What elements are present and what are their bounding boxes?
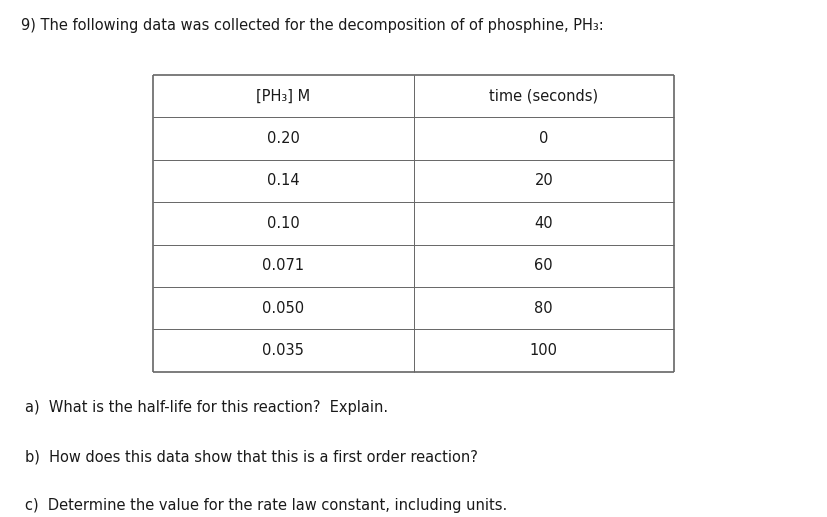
Text: b)  How does this data show that this is a first order reaction?: b) How does this data show that this is … xyxy=(25,449,478,464)
Text: time (seconds): time (seconds) xyxy=(490,88,598,104)
Text: 0.050: 0.050 xyxy=(262,300,304,316)
Text: 20: 20 xyxy=(534,173,553,189)
Text: 60: 60 xyxy=(534,258,553,273)
Text: 0.071: 0.071 xyxy=(262,258,304,273)
Text: 0.10: 0.10 xyxy=(267,216,299,231)
Text: c)  Determine the value for the rate law constant, including units.: c) Determine the value for the rate law … xyxy=(25,498,507,513)
Text: 0.035: 0.035 xyxy=(262,343,304,358)
Text: a)  What is the half-life for this reaction?  Explain.: a) What is the half-life for this reacti… xyxy=(25,400,388,415)
Text: 100: 100 xyxy=(530,343,557,358)
Text: 80: 80 xyxy=(534,300,553,316)
Text: [PH₃] M: [PH₃] M xyxy=(256,88,310,104)
Text: 9) The following data was collected for the decomposition of of phosphine, PH₃:: 9) The following data was collected for … xyxy=(21,18,604,33)
Text: 40: 40 xyxy=(534,216,553,231)
Text: 0.20: 0.20 xyxy=(267,131,299,146)
Text: 0.14: 0.14 xyxy=(267,173,299,189)
Text: 0: 0 xyxy=(539,131,548,146)
